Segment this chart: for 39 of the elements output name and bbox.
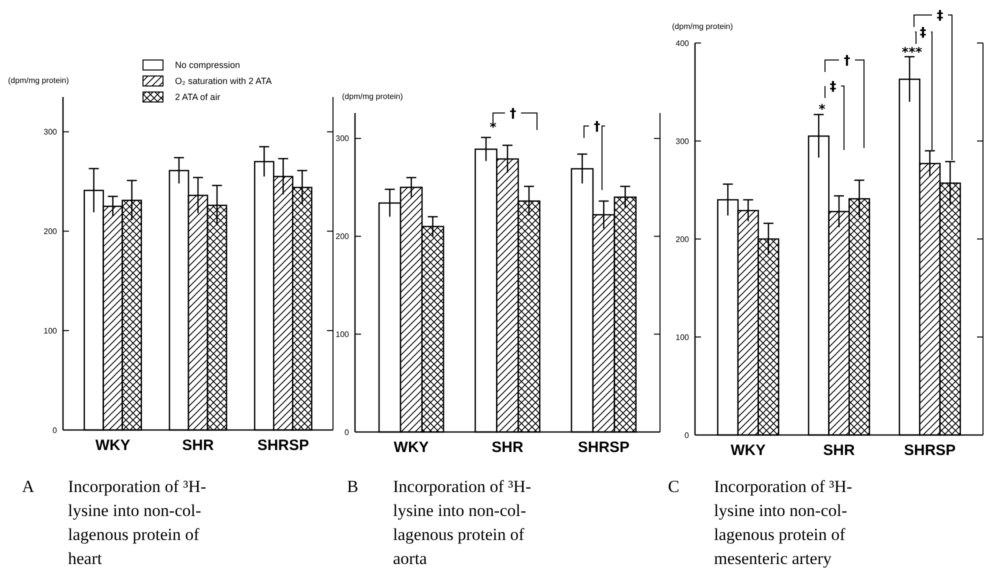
x-tick-label: SHR	[182, 437, 214, 454]
chart-title: B Incorporation of ³H- lysine into non-col- lagenous protein of aorta	[347, 477, 532, 568]
x-tick-label: SHRSP	[257, 437, 310, 454]
x-tick-label: SHR	[823, 442, 855, 459]
y-tick-label: 100	[44, 326, 58, 336]
legend-label: No compression	[175, 60, 240, 70]
legend-label: O₂ saturation with 2 ATA	[175, 76, 272, 86]
text: ‡	[936, 8, 944, 24]
x-tick-label: SHRSP	[904, 442, 956, 459]
annotation: †	[594, 120, 601, 135]
legend-label: 2 ATA of air	[175, 92, 220, 102]
annotation: *	[818, 102, 826, 118]
y-tick-label: 300	[336, 134, 350, 144]
y-tick-label: 0	[684, 430, 690, 440]
y-tick-label: 200	[676, 234, 690, 244]
chart-title: C Incorporation of ³H- lysine into non-col- lagenous protein of mesenteric artery	[668, 477, 852, 568]
y-tick-label: 100	[676, 332, 690, 342]
y-tick-label: 100	[336, 330, 350, 339]
x-tick-label: SHR	[492, 439, 524, 456]
y-tick-label: 400	[676, 38, 690, 48]
annotation: †	[844, 54, 851, 69]
y-axis-title: (dpm/mg protein)	[8, 76, 70, 85]
x-tick-label: WKY	[730, 442, 766, 459]
y-tick-label: 200	[336, 232, 350, 242]
y-axis-title: (dpm/mg protein)	[672, 22, 734, 31]
y-tick-label: 300	[44, 128, 58, 137]
annotation: ‡	[830, 80, 837, 95]
text: ‡	[920, 26, 927, 41]
y-tick-label: 300	[676, 136, 690, 146]
y-axis-title: (dpm/mg protein)	[342, 92, 404, 101]
x-tick-label: SHRSP	[578, 439, 630, 456]
annotation: ***	[902, 46, 922, 61]
y-tick-label: 0	[344, 428, 350, 437]
chart-title: A Incorporation of ³H- lysine into non-col- lagenous protein of heart	[22, 477, 206, 568]
y-tick-label: 200	[44, 226, 58, 236]
x-tick-label: WKY	[394, 439, 429, 456]
y-tick-label: 0	[52, 426, 58, 435]
annotation: †	[510, 106, 517, 122]
x-tick-label: WKY	[95, 437, 130, 454]
